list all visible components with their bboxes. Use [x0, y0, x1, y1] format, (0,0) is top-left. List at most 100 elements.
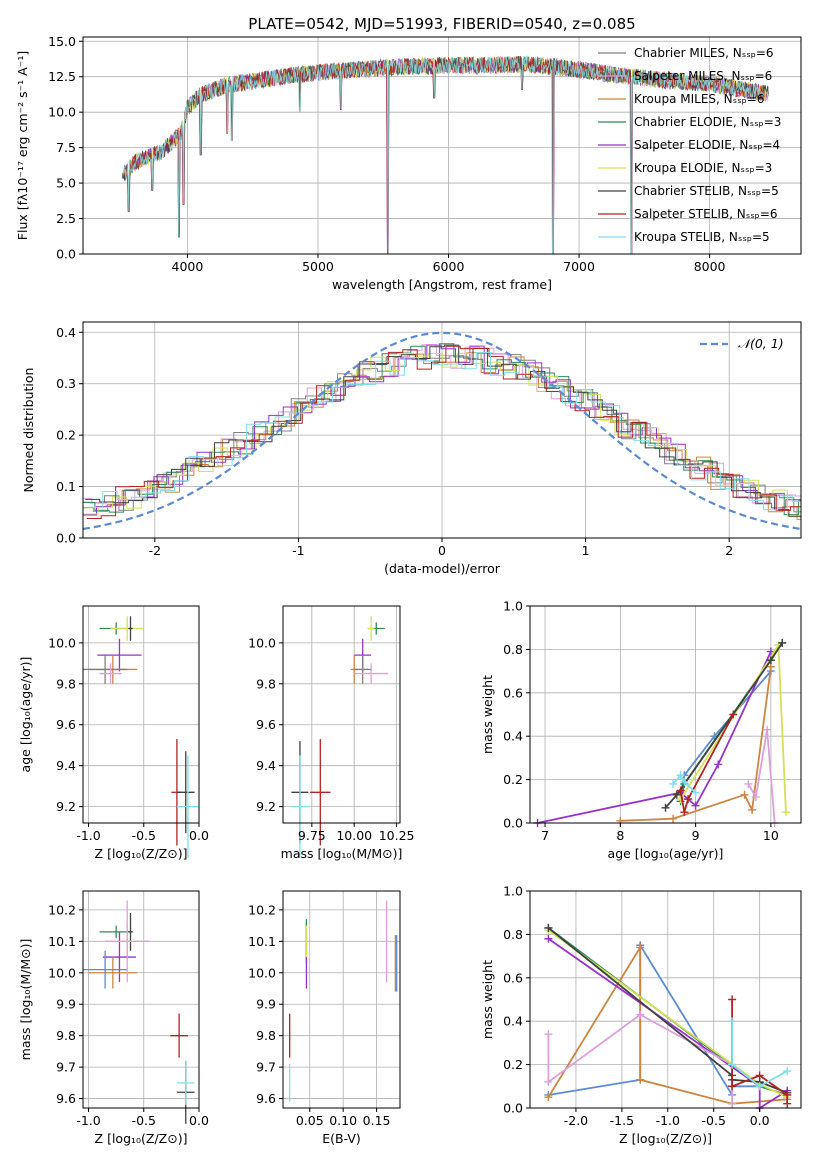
histogram-series — [86, 345, 801, 519]
y-tick-label: 9.7 — [56, 1060, 76, 1075]
x-tick-label: 0.05 — [296, 1113, 324, 1128]
y-tick-label: 9.6 — [56, 717, 76, 732]
x-tick-label: -1.0 — [76, 828, 100, 843]
legend-entry: 𝒩(0, 1) — [738, 336, 784, 351]
legend-entry: Salpeter ELODIE, Nₛₛₚ=4 — [634, 138, 780, 152]
y-tick-label: 0.2 — [503, 772, 523, 787]
legend-entry: Salpeter MILES, Nₛₛₚ=6 — [634, 69, 772, 83]
x-tick-label: 4000 — [172, 259, 204, 274]
y-tick-label: 0.6 — [503, 970, 523, 985]
weight-line — [679, 714, 735, 813]
y-tick-label: 9.9 — [56, 997, 76, 1012]
axes-frame — [282, 890, 401, 1109]
x-tick-label: -0.5 — [132, 1113, 156, 1128]
weight-line — [679, 670, 772, 795]
y-tick-label: 0.8 — [503, 927, 523, 942]
y-tick-label: 9.6 — [256, 1091, 276, 1106]
panels: 4000 5000 6000 7000 80000.02.55.07.510.012.5… — [15, 34, 802, 1146]
weight-line — [731, 1021, 788, 1088]
weight-marker — [728, 1099, 737, 1108]
legend-entry: Salpeter STELIB, Nₛₛₚ=6 — [634, 207, 778, 221]
x-tick-label: 8000 — [694, 259, 726, 274]
x-axis-label: wavelength [Angstrom, rest frame] — [332, 277, 552, 292]
weight-marker — [636, 1075, 645, 1084]
y-tick-label: 9.6 — [256, 717, 276, 732]
weight-marker — [783, 1067, 792, 1076]
y-tick-label: 0.0 — [503, 1101, 523, 1116]
x-tick-label: 6000 — [433, 259, 465, 274]
x-tick-label: -1.0 — [656, 1113, 680, 1128]
y-tick-label: 9.6 — [56, 1091, 76, 1106]
y-tick-label: 10.0 — [48, 105, 76, 120]
x-tick-label: 9 — [692, 828, 700, 843]
weight-marker — [783, 1090, 792, 1099]
weight-marker — [748, 805, 757, 814]
y-axis-label: mass weight — [480, 960, 495, 1039]
weight-marker — [691, 801, 700, 810]
y-tick-label: 0.3 — [56, 376, 76, 391]
histogram-series — [85, 344, 801, 517]
x-axis-label: mass [log₁₀(M/M⊙)] — [281, 846, 403, 861]
y-tick-label: 10.0 — [248, 635, 276, 650]
x-tick-label: 0.0 — [189, 1113, 209, 1128]
y-tick-label: 12.5 — [48, 69, 76, 84]
panel-age-vs-mass: 9.75 10.00 10.25 9.2 9.4 9.6 9.8 10.0 mass [log₁… — [248, 605, 415, 861]
x-tick-label: 9.75 — [298, 828, 326, 843]
y-tick-label: 0.2 — [503, 1057, 523, 1072]
legend-entry: Kroupa ELODIE, Nₛₛₚ=3 — [634, 161, 772, 175]
weight-marker — [544, 1077, 553, 1086]
y-tick-label: 0.0 — [56, 531, 76, 546]
y-tick-label: 5.0 — [56, 176, 76, 191]
y-tick-label: 0.0 — [56, 247, 76, 262]
weight-marker — [672, 790, 681, 799]
y-tick-label: 9.8 — [56, 676, 76, 691]
x-tick-label: -1.5 — [610, 1113, 634, 1128]
y-tick-label: 0.6 — [503, 685, 523, 700]
axes-frame — [529, 605, 802, 824]
y-tick-label: 0.1 — [56, 479, 76, 494]
y-tick-label: 0.4 — [503, 729, 523, 744]
plot-area — [289, 900, 398, 1102]
spectrum-line — [123, 55, 765, 254]
x-tick-label: 8 — [616, 828, 624, 843]
plot-area — [533, 638, 790, 827]
x-tick-label: 7 — [541, 828, 549, 843]
weight-marker — [728, 1017, 737, 1026]
y-tick-label: 1.0 — [503, 884, 523, 899]
x-tick-label: 10 — [763, 828, 779, 843]
y-tick-label: 0.8 — [503, 642, 523, 657]
weight-marker — [755, 1082, 764, 1091]
axes-frame — [82, 890, 200, 1109]
y-tick-label: 9.4 — [56, 758, 76, 773]
x-axis-label: (data-model)/error — [384, 561, 501, 576]
axes-frame — [82, 36, 802, 255]
y-axis-label: Normed distribution — [21, 368, 36, 493]
x-axis-label: age [log₁₀(age/yr)] — [608, 846, 724, 861]
plot-area — [544, 923, 792, 1112]
weight-marker — [728, 1060, 737, 1069]
legend-entry: Kroupa STELIB, Nₛₛₚ=5 — [634, 230, 770, 244]
y-tick-label: 10.1 — [48, 934, 76, 949]
weight-marker — [728, 995, 737, 1004]
y-tick-label: 9.8 — [256, 1028, 276, 1043]
x-tick-label: -1.0 — [76, 1113, 100, 1128]
y-tick-label: 10.0 — [48, 635, 76, 650]
panel-mass-vs-Z: -1.0 -0.5 0.0 9.6 9.7 9.8 9.9 10.0 10.1 10.2 Z [lo… — [18, 890, 209, 1146]
y-axis-label: mass weight — [480, 675, 495, 754]
weight-marker — [778, 638, 787, 647]
weight-marker — [783, 1099, 792, 1108]
weight-marker — [729, 710, 738, 719]
y-tick-label: 10.0 — [48, 965, 76, 980]
y-tick-label: 0.2 — [56, 428, 76, 443]
histogram-series — [83, 344, 801, 507]
weight-marker — [680, 777, 689, 786]
panel-age-vs-Z: -1.0 -0.5 0.0 9.2 9.4 9.6 9.8 10.0 Z [log₁₀(Z/Z⊙… — [18, 605, 209, 861]
x-tick-label: 7000 — [563, 259, 595, 274]
x-axis-label: Z [log₁₀(Z/Z⊙)] — [95, 846, 188, 861]
y-tick-label: 1.0 — [503, 599, 523, 614]
weight-marker — [544, 934, 553, 943]
axes-frame — [82, 605, 200, 824]
weight-marker — [669, 814, 678, 823]
y-tick-label: 9.2 — [256, 799, 276, 814]
weight-line — [672, 773, 697, 794]
